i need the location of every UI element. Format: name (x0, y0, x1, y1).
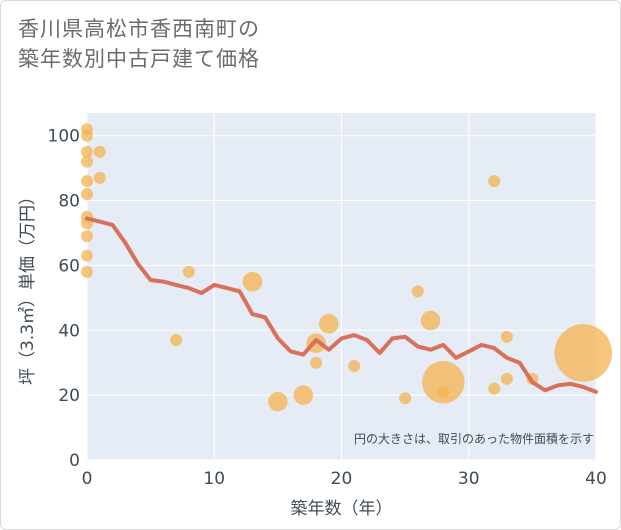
bubble-point-23 (411, 285, 424, 298)
bubble-point-15 (242, 271, 263, 292)
x-tick-labels: 0 10 20 30 40 (82, 469, 607, 489)
x-tick-label-4: 40 (585, 469, 607, 489)
bubble-point-4 (81, 175, 93, 188)
bubble-point-22 (399, 392, 412, 405)
x-tick-label-2: 20 (331, 469, 353, 489)
y-tick-label-0: 0 (69, 451, 80, 471)
bubble-point-17 (293, 385, 314, 405)
x-axis-label: 築年数（年） (291, 499, 393, 519)
bubble-point-29 (500, 330, 513, 343)
y-tick-labels: 0 20 40 60 80 100 (48, 127, 80, 471)
gridlines (86, 113, 597, 461)
bubble-point-10 (81, 265, 93, 278)
title-line-1: 香川県高松市香西南町の (18, 17, 260, 41)
y-tick-label-4: 80 (58, 192, 80, 212)
chart-title: 香川県高松市香西南町の 築年数別中古戸建て価格 (18, 14, 260, 74)
x-tick-label-3: 30 (458, 469, 480, 489)
bubble-point-28 (488, 382, 501, 395)
title-line-2: 築年数別中古戸建て価格 (18, 47, 260, 71)
bubble-point-24 (420, 310, 441, 331)
bubble-point-11 (93, 145, 106, 158)
bubble-point-16 (268, 391, 288, 412)
bubble-point-20 (318, 313, 339, 334)
y-tick-label-3: 60 (58, 256, 80, 276)
bubble-point-1 (81, 129, 93, 142)
bubble-point-19 (310, 356, 323, 369)
bubble-point-5 (81, 188, 93, 201)
bubble-point-14 (182, 265, 195, 278)
bubble-point-12 (93, 171, 106, 184)
bubble-point-25 (422, 360, 465, 404)
bubble-point-32 (554, 324, 613, 382)
bubble-point-8 (81, 230, 93, 243)
bubble-point-3 (81, 155, 93, 168)
bubble-point-9 (81, 249, 93, 262)
bubble-point-30 (500, 372, 513, 385)
bubble-point-26 (437, 385, 450, 398)
bubble-point-13 (170, 334, 183, 347)
y-tick-label-2: 40 (58, 321, 80, 341)
bubble-point-21 (348, 359, 361, 372)
x-tick-label-0: 0 (82, 469, 93, 489)
x-tick-label-1: 10 (203, 469, 225, 489)
y-axis-label: 坪（3.3㎡）単価（万円） (18, 188, 38, 385)
y-tick-label-1: 20 (58, 386, 80, 406)
average-price-line (85, 216, 598, 394)
bubble-series (81, 123, 613, 412)
size-annotation: 円の大きさは、取引のあった物件面積を示す (354, 431, 594, 446)
bubble-point-27 (488, 175, 501, 188)
y-tick-label-5: 100 (48, 127, 80, 147)
bubble-point-2 (81, 145, 93, 158)
